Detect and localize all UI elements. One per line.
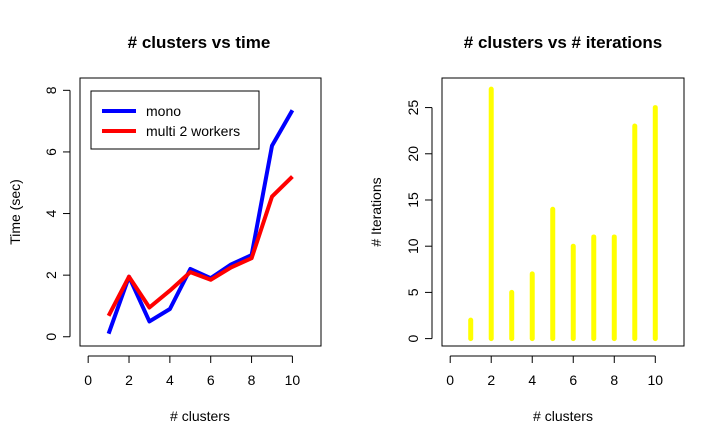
x-tick-label: 10 — [647, 372, 663, 388]
time-chart-y-axis: 0 2 4 6 8 — [43, 86, 71, 341]
y-tick-label: 15 — [405, 192, 421, 208]
iterations-chart-x-axis: 0 2 4 6 8 10 — [446, 355, 663, 388]
iterations-plot-box — [441, 77, 685, 347]
iterations-chart-bars — [468, 86, 658, 342]
series-line-mono — [106, 109, 295, 335]
legend-label-multi: multi 2 workers — [146, 123, 240, 139]
series-line-multi-2-workers — [106, 175, 294, 317]
time-chart-xlabel: # clusters — [170, 408, 230, 424]
legend-label-mono: mono — [146, 103, 181, 119]
y-tick-label: 10 — [405, 238, 421, 254]
iterations-chart-ylabel: # Iterations — [368, 177, 384, 246]
time-chart: # clusters vs time # clusters Time (sec)… — [7, 33, 322, 424]
time-chart-ylabel: Time (sec) — [7, 179, 23, 245]
x-tick-label: 2 — [487, 372, 495, 388]
iterations-chart: # clusters vs # iterations # clusters # … — [368, 33, 685, 424]
iterations-chart-title: # clusters vs # iterations — [464, 33, 662, 52]
x-tick-label: 10 — [285, 372, 301, 388]
y-tick-label: 6 — [43, 148, 59, 156]
iterations-chart-xlabel: # clusters — [533, 408, 593, 424]
time-chart-title: # clusters vs time — [128, 33, 271, 52]
x-tick-label: 2 — [125, 372, 133, 388]
y-tick-label: 5 — [405, 288, 421, 296]
y-tick-label: 20 — [405, 146, 421, 162]
x-tick-label: 6 — [569, 372, 577, 388]
y-tick-label: 8 — [43, 86, 59, 94]
x-tick-label: 0 — [84, 372, 92, 388]
y-tick-label: 4 — [43, 209, 59, 217]
x-tick-label: 8 — [248, 372, 256, 388]
y-tick-label: 0 — [405, 335, 421, 343]
y-tick-label: 2 — [43, 271, 59, 279]
time-chart-series — [106, 109, 295, 335]
x-tick-label: 0 — [446, 372, 454, 388]
x-tick-label: 4 — [166, 372, 174, 388]
y-tick-label: 25 — [405, 100, 421, 116]
legend-box — [90, 90, 260, 150]
x-tick-label: 8 — [610, 372, 618, 388]
time-plot-box — [79, 77, 322, 347]
iterations-chart-y-axis: 0 5 10 15 20 25 — [405, 100, 433, 343]
time-chart-x-axis: 0 2 4 6 8 10 — [84, 355, 301, 388]
x-tick-label: 4 — [528, 372, 536, 388]
time-chart-legend: mono multi 2 workers — [90, 90, 260, 150]
x-tick-label: 6 — [207, 372, 215, 388]
y-tick-label: 0 — [43, 333, 59, 341]
